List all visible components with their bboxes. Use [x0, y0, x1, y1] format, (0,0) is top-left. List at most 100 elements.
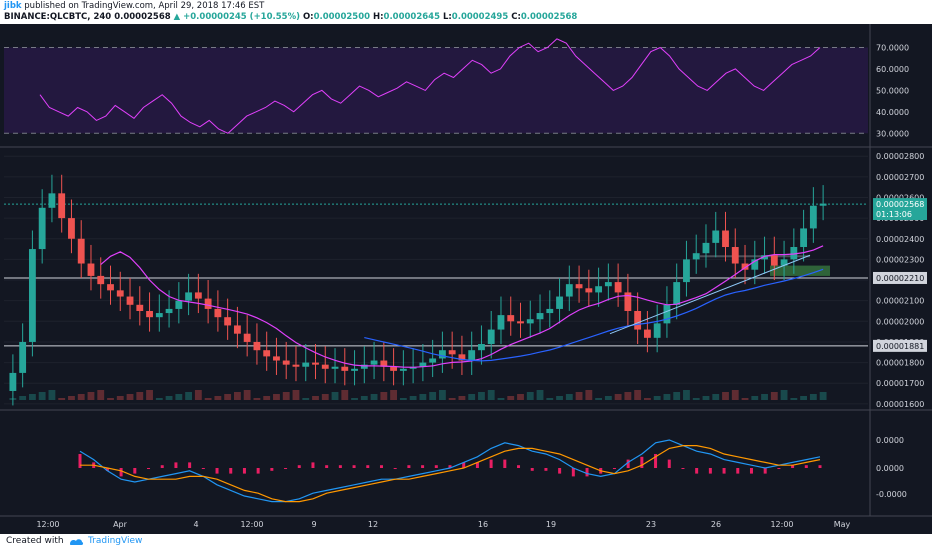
close-label: C: [511, 12, 521, 22]
volume-bar [761, 394, 768, 400]
candle-body [97, 275, 105, 285]
candle-body [204, 298, 212, 309]
price-label-text: 01:13:06 [876, 210, 912, 219]
price-change: +0.00000245 (+10.55%) [183, 12, 300, 22]
volume-bar [390, 390, 398, 400]
rsi-tick-label: 60.0000 [876, 65, 909, 74]
macd-histogram-bar [544, 468, 548, 471]
candle-body [731, 247, 739, 264]
macd-histogram-bar [448, 465, 452, 468]
macd-histogram-bar [654, 454, 658, 468]
volume-bar [741, 398, 749, 400]
rsi-tick-label: 40.0000 [876, 108, 909, 117]
volume-bar [253, 398, 261, 400]
high-label: H: [373, 12, 384, 22]
publish-line: jibk published on TradingView.com, April… [4, 1, 264, 11]
candle-body [507, 315, 515, 322]
candle-body [136, 304, 144, 311]
macd-histogram-bar [242, 468, 246, 474]
price-tick-label: 0.00002000 [876, 317, 924, 326]
volume-bar [780, 390, 788, 400]
volume-bar [68, 396, 75, 400]
volume-bar [126, 394, 134, 400]
volume-bar [321, 394, 329, 400]
volume-bar [478, 392, 485, 400]
macd-histogram-bar [78, 454, 82, 468]
time-axis: 12:00 Apr 4 12:00 9 12 16 19 23 26 12:00 May [36, 520, 850, 529]
candle-body [546, 308, 554, 314]
candle-body [87, 263, 95, 276]
price-tick-label: 0.00002800 [876, 152, 924, 161]
volume-bar [360, 396, 368, 400]
candle-body [673, 282, 681, 305]
candle-body [312, 362, 319, 365]
macd-histogram-bar [407, 465, 411, 468]
candle-body [468, 350, 476, 361]
candle-body [595, 286, 603, 293]
volume-bar [526, 392, 534, 400]
macd-histogram-bar [804, 465, 808, 468]
candle-body [683, 259, 690, 283]
macd-histogram-bar [147, 468, 151, 469]
candle-body [497, 315, 505, 330]
macd-histogram-bar [722, 468, 726, 474]
candle-body [751, 259, 759, 270]
time-tick-label: 26 [711, 520, 721, 529]
volume-bar [507, 396, 515, 400]
volume-bar [292, 390, 300, 400]
rsi-tick-label: 30.0000 [876, 129, 909, 138]
tradingview-brand[interactable]: TradingView [88, 536, 143, 546]
price-label-text: 0.00002568 [876, 200, 924, 209]
candle-body [273, 356, 280, 361]
candle-body [517, 321, 524, 324]
price-tick-label: 0.00002400 [876, 235, 924, 244]
volume-bar [243, 390, 251, 400]
volume-bar [438, 390, 446, 400]
chart-header: jibk published on TradingView.com, April… [0, 0, 932, 24]
price-label-text: 0.00002210 [876, 274, 924, 283]
volume-bar [643, 398, 651, 400]
macd-histogram-bar [188, 462, 192, 468]
candle-body [302, 362, 310, 367]
candle-body [58, 193, 66, 219]
macd-histogram-bar [612, 468, 616, 469]
volume-bar [683, 390, 690, 400]
macd-pane: 0.0000 0.0000 -0.0000 [0, 24, 932, 517]
volume-bar [399, 398, 407, 400]
price-pane: 0.000016000.000017000.000018000.00001900… [0, 152, 932, 411]
rsi-pane: 70.0000 60.0000 50.0000 40.0000 30.0000 [0, 38, 932, 148]
candle-body [351, 368, 358, 371]
candle-body [68, 218, 75, 239]
volume-bar [536, 390, 544, 400]
volume-bar [497, 398, 505, 400]
macd-histogram-bar [105, 468, 109, 471]
volume-bar [575, 392, 583, 400]
candle-body [155, 313, 163, 318]
volume-bar [595, 398, 603, 400]
candle-body [243, 333, 251, 342]
volume-bar [341, 390, 349, 400]
candle-body [233, 325, 241, 334]
volume-bar [48, 390, 56, 400]
price-tick-label: 0.00001700 [876, 379, 924, 388]
candle-body [380, 360, 388, 367]
macd-histogram-bar [215, 468, 219, 474]
volume-bar [712, 394, 720, 400]
volume-bar [58, 398, 66, 400]
candle-body [819, 203, 827, 206]
candle-body [370, 360, 378, 365]
volume-bar [673, 392, 681, 400]
price-tick-label: 0.00002600 [876, 193, 924, 202]
macd-histogram-bar [311, 462, 315, 468]
macd-histogram-bar [119, 468, 123, 477]
candle-body [116, 290, 124, 297]
volume-bar [819, 392, 827, 400]
macd-histogram-bar [530, 468, 534, 471]
macd-histogram-bar [352, 465, 356, 468]
candle-body [331, 366, 339, 369]
candle-body [253, 341, 261, 351]
volume-bar [634, 390, 642, 400]
author-link[interactable]: jibk [4, 1, 22, 11]
candle-body [165, 308, 173, 314]
